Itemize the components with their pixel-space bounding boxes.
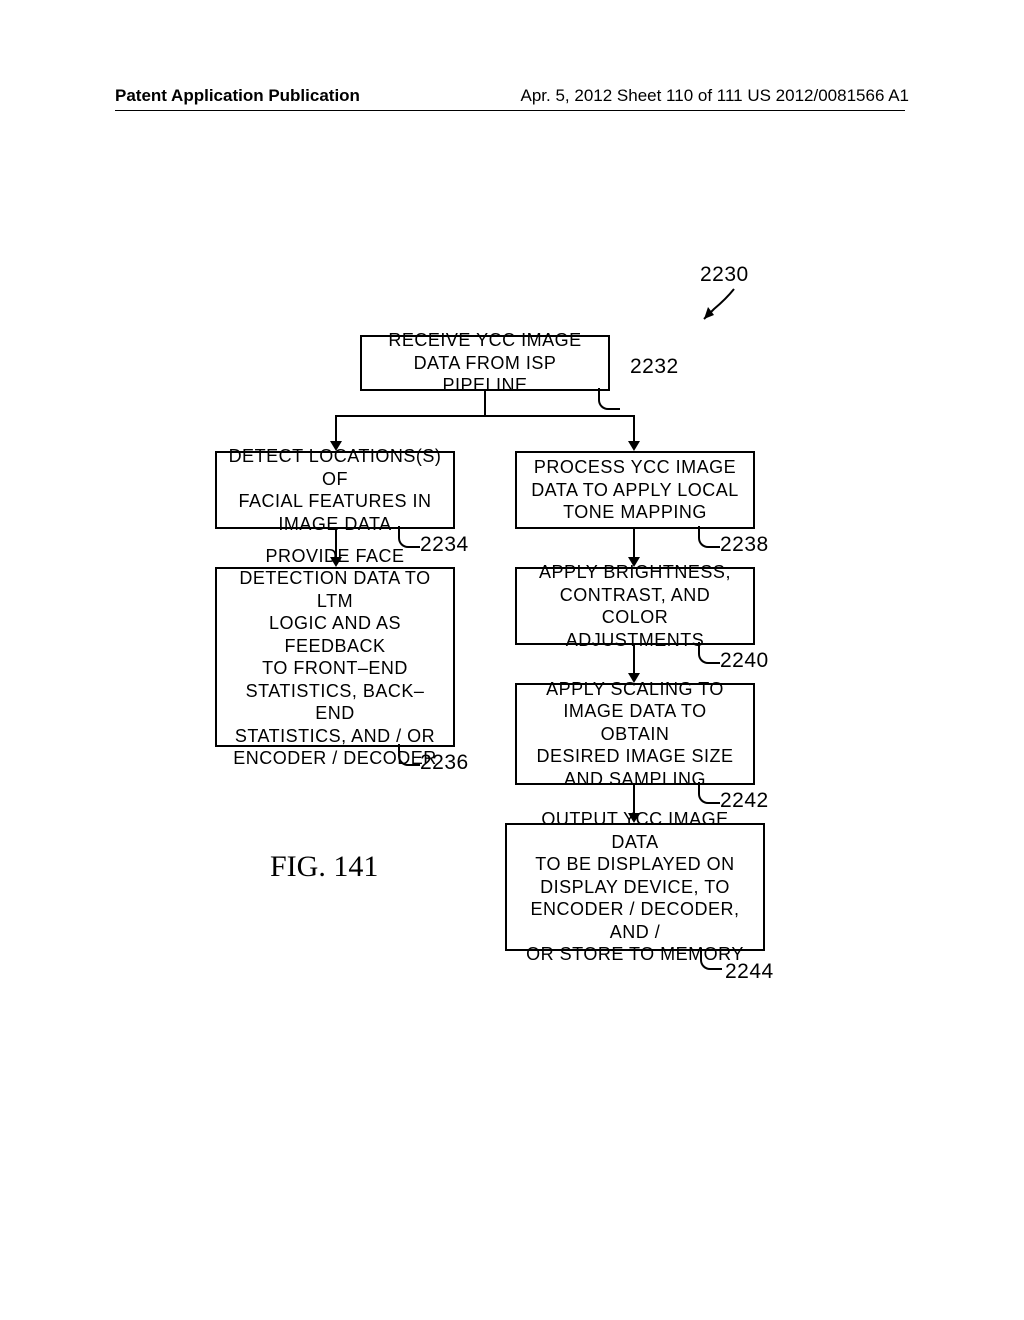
box-2240: APPLY BRIGHTNESS,CONTRAST, AND COLORADJU…	[515, 567, 755, 645]
box-2244-text: OUTPUT YCC IMAGE DATATO BE DISPLAYED OND…	[517, 808, 753, 966]
ref-2236-label: 2236	[420, 751, 469, 775]
arrow-2238-to-2240	[633, 529, 635, 559]
ref-2236-hook	[398, 744, 420, 766]
ref-2244-label: 2244	[725, 960, 774, 984]
header-rule	[115, 110, 905, 111]
arrow-2232-stem	[484, 391, 486, 415]
ref-2230-arrow	[686, 285, 746, 329]
ref-2240-hook	[698, 642, 720, 664]
ref-2240-label: 2240	[720, 649, 769, 673]
arrow-split-bar	[335, 415, 635, 417]
ref-2232-hook	[598, 388, 620, 410]
header-right: Apr. 5, 2012 Sheet 110 of 111 US 2012/00…	[521, 86, 910, 106]
arrow-split-right	[633, 415, 635, 443]
box-2232-text: RECEIVE YCC IMAGEDATA FROM ISP PIPELINE	[372, 329, 598, 397]
ref-2238-hook	[698, 526, 720, 548]
box-2238-text: PROCESS YCC IMAGEDATA TO APPLY LOCALTONE…	[531, 456, 739, 524]
ref-2238-label: 2238	[720, 533, 769, 557]
box-2234-text: DETECT LOCATIONS(S) OFFACIAL FEATURES IN…	[227, 445, 443, 535]
box-2234: DETECT LOCATIONS(S) OFFACIAL FEATURES IN…	[215, 451, 455, 529]
header-left: Patent Application Publication	[115, 86, 360, 106]
box-2236-text: PROVIDE FACEDETECTION DATA TO LTMLOGIC A…	[227, 545, 443, 770]
box-2242: APPLY SCALING TOIMAGE DATA TO OBTAINDESI…	[515, 683, 755, 785]
figure-title: FIG. 141	[270, 850, 378, 884]
arrow-split-right-head	[628, 441, 640, 451]
page-header: Patent Application Publication Apr. 5, 2…	[0, 86, 1024, 106]
ref-2230-label: 2230	[700, 263, 749, 287]
ref-2244-hook	[700, 948, 722, 970]
box-2232: RECEIVE YCC IMAGEDATA FROM ISP PIPELINE	[360, 335, 610, 391]
box-2244: OUTPUT YCC IMAGE DATATO BE DISPLAYED OND…	[505, 823, 765, 951]
box-2242-text: APPLY SCALING TOIMAGE DATA TO OBTAINDESI…	[527, 678, 743, 791]
ref-2232-label: 2232	[630, 355, 679, 379]
arrow-2240-to-2242	[633, 645, 635, 675]
ref-2242-hook	[698, 782, 720, 804]
box-2238: PROCESS YCC IMAGEDATA TO APPLY LOCALTONE…	[515, 451, 755, 529]
arrow-split-left	[335, 415, 337, 443]
box-2240-text: APPLY BRIGHTNESS,CONTRAST, AND COLORADJU…	[527, 561, 743, 651]
box-2236: PROVIDE FACEDETECTION DATA TO LTMLOGIC A…	[215, 567, 455, 747]
